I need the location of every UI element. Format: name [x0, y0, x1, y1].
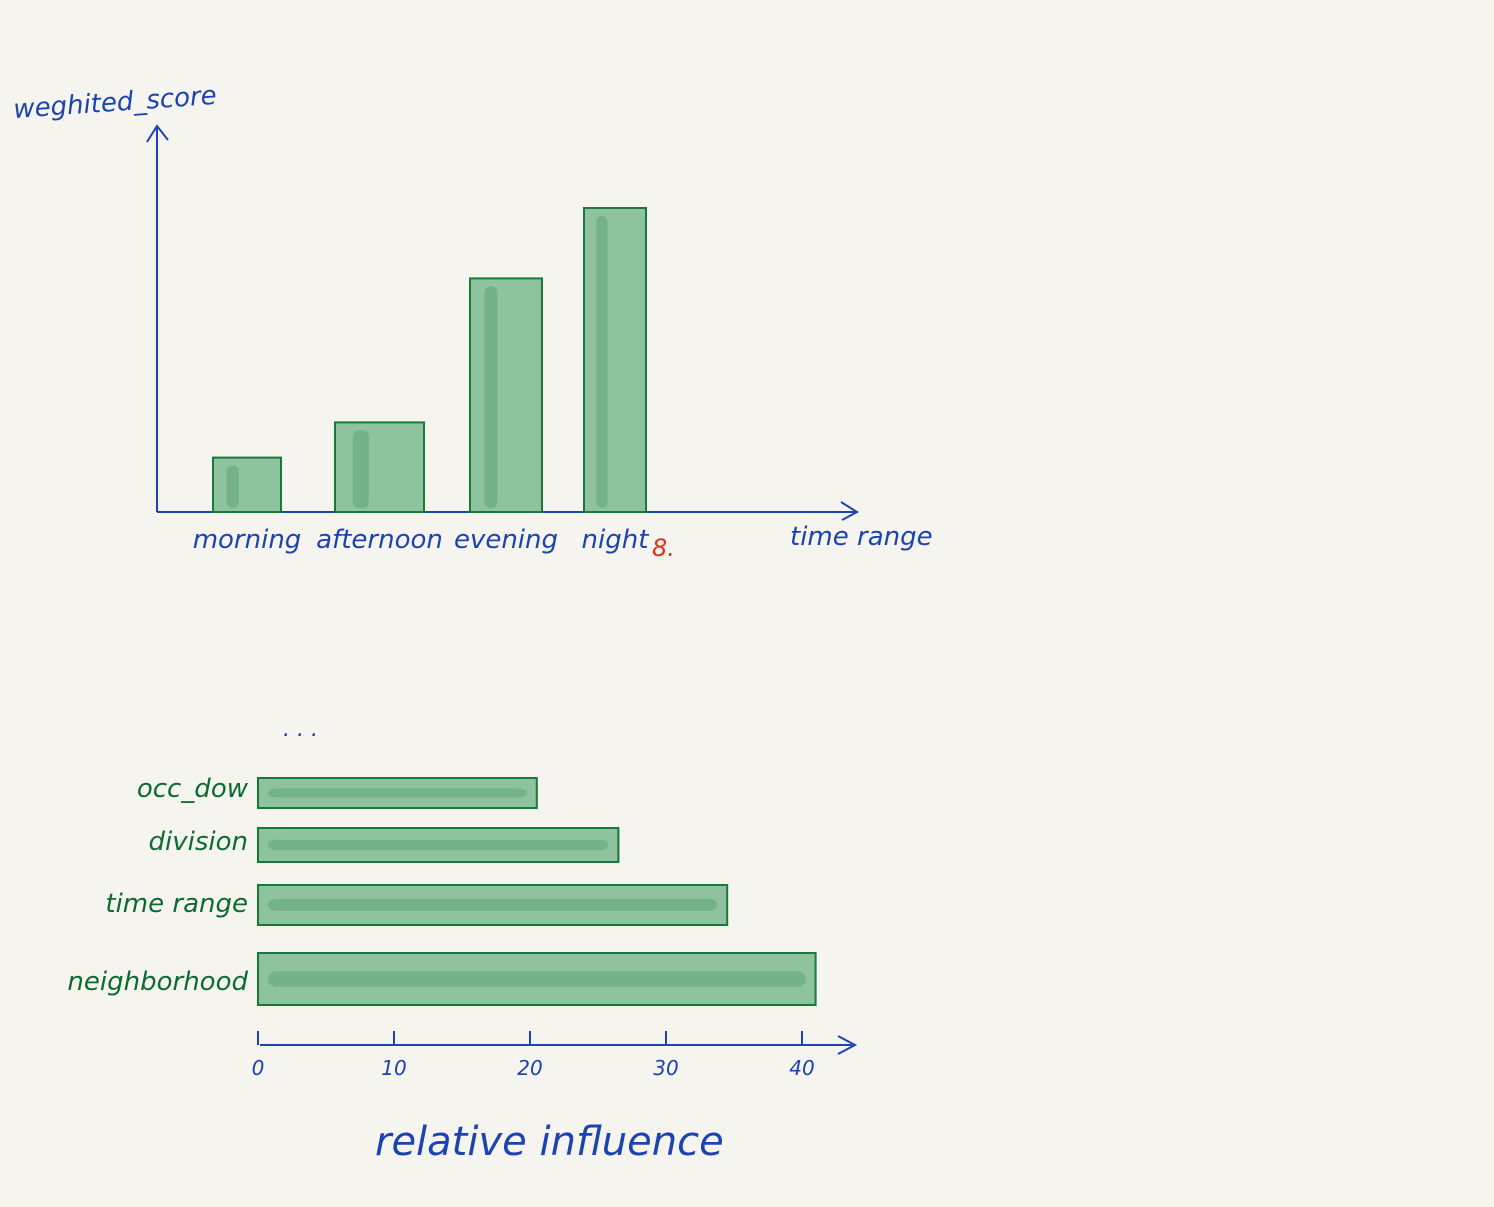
y-tick-label: division	[149, 827, 249, 857]
x-axis-title-bottom: relative influence	[375, 1119, 724, 1165]
x-tick-label: afternoon	[316, 525, 443, 555]
bar-shading	[484, 286, 498, 508]
x-axis-ticks: 0 10 20 30 40	[252, 1031, 815, 1080]
x-tick-label-bottom: 30	[653, 1056, 678, 1080]
hbar-shading	[268, 839, 609, 851]
y-axis-arrow	[146, 124, 169, 143]
x-tick-label: night	[582, 525, 650, 555]
x-axis-arrow-bottom	[837, 1035, 858, 1055]
x-axis-arrow	[840, 501, 859, 521]
y-axis-title: weghited_score	[12, 81, 217, 125]
y-tick-label: neighborhood	[67, 967, 248, 997]
vertical-bars	[212, 207, 647, 514]
vertical-bar-chart: weghited_score time range 8. morning afte…	[12, 81, 932, 562]
horizontal-category-labels: occ_dow division time range neighborhood	[67, 774, 248, 997]
x-tick-label-bottom: 40	[789, 1056, 814, 1080]
y-tick-label: occ_dow	[137, 774, 249, 804]
bar-shading	[226, 465, 239, 508]
chart-annotation: 8.	[652, 534, 675, 562]
bar-morning	[212, 456, 282, 514]
bar-night	[583, 207, 647, 513]
horizontal-bar-chart: . . . relative influence occ_dow division…	[67, 717, 858, 1165]
bar-afternoon	[334, 421, 425, 513]
y-tick-label: time range	[105, 889, 248, 919]
ellipsis-indicator: . . .	[283, 717, 318, 742]
vertical-category-labels: morning afternoon evening night	[193, 525, 650, 555]
hbar-shading	[268, 971, 806, 987]
hbar-shading	[268, 899, 718, 911]
x-tick-label-bottom: 10	[381, 1056, 406, 1080]
bar-shading	[352, 430, 369, 508]
horizontal-bars	[257, 777, 817, 1006]
x-axis-title: time range	[790, 522, 933, 552]
x-tick-label: evening	[454, 525, 558, 555]
hbar-shading	[268, 788, 527, 798]
x-tick-label-bottom: 20	[517, 1056, 542, 1080]
bar-evening	[469, 277, 543, 513]
x-tick-label: morning	[193, 525, 302, 555]
bar-shading	[596, 216, 608, 508]
x-tick-label-bottom: 0	[252, 1056, 265, 1080]
